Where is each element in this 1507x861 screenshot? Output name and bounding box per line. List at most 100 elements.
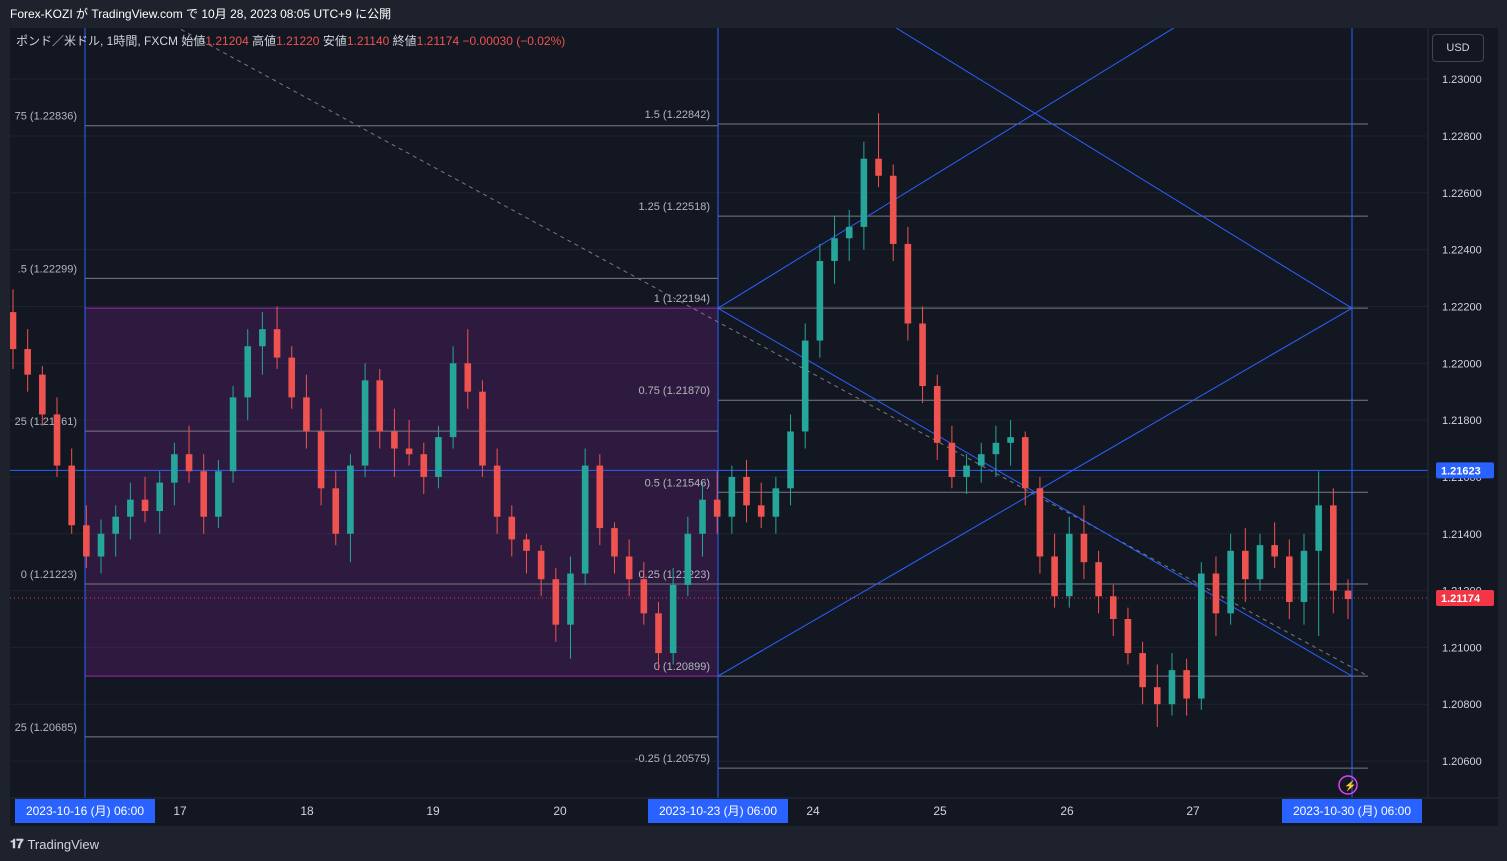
legend-open-label: 始値	[181, 33, 205, 48]
dashed-trendline	[159, 17, 1369, 677]
price-tick-label: 1.22600	[1442, 188, 1482, 200]
candle-body	[127, 499, 134, 517]
candle-body	[83, 525, 90, 557]
time-tick-label: 2023-10-23 (月) 06:00	[659, 804, 777, 818]
candle-body	[1021, 437, 1029, 489]
candle-body	[757, 505, 765, 517]
candle-body	[361, 380, 369, 466]
tradingview-logo[interactable]: 𝟏𝟕 TradingView	[10, 836, 99, 852]
time-tick-label: 24	[806, 804, 820, 818]
candle-body	[787, 431, 794, 489]
candle-body	[728, 476, 736, 517]
legend-symbol: ポンド／米ドル, 1時間, FXCM	[16, 34, 181, 48]
time-tick-label: 20	[553, 804, 567, 818]
candle-body	[713, 499, 721, 517]
tradingview-icon: 𝟏𝟕	[10, 836, 24, 851]
candle-body	[1242, 550, 1249, 580]
candle-body	[963, 465, 970, 477]
candle-body	[508, 516, 516, 540]
legend-change: −0.00030 (−0.02%)	[463, 34, 566, 48]
candle-body	[53, 414, 61, 466]
candle-body	[831, 238, 838, 261]
candle-body	[523, 539, 530, 551]
candle-body	[860, 158, 868, 227]
candle-body	[288, 357, 296, 398]
candle-body	[376, 380, 384, 432]
candle-body	[889, 175, 897, 244]
candle-body	[655, 613, 662, 654]
price-axis	[1428, 28, 1498, 826]
fib-label: 1.25 (1.22518)	[638, 201, 710, 213]
price-tag	[1436, 462, 1494, 479]
candle-body	[171, 454, 178, 483]
fib-label: .5 (1.22299)	[18, 263, 77, 275]
time-tick-label: 25	[933, 804, 947, 818]
candle-body	[464, 363, 472, 392]
candle-body	[816, 260, 824, 341]
candle-body	[215, 471, 222, 517]
fan-line	[717, 307, 1353, 677]
time-tick-label: 26	[1060, 804, 1074, 818]
fan-line	[717, 17, 1191, 309]
currency-button[interactable]: USD	[1432, 34, 1484, 62]
time-tick-label: 2023-10-16 (月) 06:00	[26, 804, 144, 818]
chart-panel[interactable]: 75 (1.22836) .5 (1.22299) 25 (1.21761) 0 (1…	[9, 17, 1498, 826]
candle-body	[435, 437, 442, 477]
fib-label: 0 (1.20899)	[654, 661, 710, 673]
time-tick-label: 2023-10-30 (月) 06:00	[1293, 804, 1411, 818]
fib-label: 0.5 (1.21546)	[645, 477, 710, 489]
candle-body	[1286, 556, 1293, 602]
candle-body	[801, 340, 809, 432]
candle-body	[1095, 562, 1102, 597]
time-tick-label: 19	[426, 804, 440, 818]
candle-body	[1300, 550, 1308, 602]
legend-high-label: 高値	[252, 33, 276, 48]
candle-body	[347, 465, 354, 534]
price-chart[interactable]: 75 (1.22836) .5 (1.22299) 25 (1.21761) 0 (1…	[9, 17, 1498, 826]
candle-body	[948, 442, 956, 477]
candle-body	[875, 158, 882, 176]
fib-label: 0.25 (1.21223)	[638, 569, 710, 581]
fib-label: 25 (1.21761)	[15, 416, 77, 428]
candle-body	[596, 465, 604, 529]
legend-close: 1.21174	[417, 34, 463, 48]
price-tick-label: 1.21000	[1442, 642, 1482, 654]
time-tick-label: 18	[300, 804, 314, 818]
candle-body	[1183, 670, 1190, 699]
candle-body	[317, 431, 325, 489]
publish-header: Forex-KOZI が TradingView.com で 10月 28, 2…	[0, 0, 1507, 28]
candle-body	[1344, 590, 1352, 600]
candle-body	[479, 391, 486, 466]
candle-body	[1051, 556, 1058, 597]
candle-body	[141, 499, 149, 512]
brand-name: TradingView	[27, 836, 100, 852]
legend-close-label: 終値	[393, 33, 417, 48]
legend-low: 1.21140	[347, 34, 393, 48]
candle-body	[669, 584, 677, 654]
candle-body	[977, 454, 985, 466]
price-tick-label: 1.21400	[1442, 529, 1482, 541]
candle-body	[1227, 550, 1234, 614]
publish-info: Forex-KOZI が TradingView.com で 10月 28, 2…	[10, 7, 392, 21]
price-tick-label: 1.22800	[1442, 131, 1482, 143]
lightning-icon-glyph: ⚡	[1344, 779, 1356, 792]
price-tag-label: 1.21623	[1441, 465, 1481, 477]
candle-body	[684, 533, 692, 585]
time-label-highlight	[1282, 799, 1422, 823]
fib-label: 75 (1.22836)	[15, 111, 77, 123]
candle-body	[1007, 437, 1014, 443]
range-box	[84, 307, 719, 677]
candle-body	[1168, 670, 1176, 705]
candle-body	[405, 448, 413, 455]
candle-body	[625, 556, 633, 580]
candle-body	[699, 499, 706, 534]
candle-body	[845, 226, 853, 239]
fib-label: 25 (1.20685)	[15, 722, 77, 734]
candle-body	[552, 579, 560, 625]
candle-body	[1315, 505, 1322, 551]
candle-body	[273, 329, 281, 358]
candle-body	[1271, 545, 1278, 557]
time-tick-label: 17	[173, 804, 187, 818]
candle-body	[200, 471, 208, 517]
candle-body	[1065, 533, 1073, 597]
